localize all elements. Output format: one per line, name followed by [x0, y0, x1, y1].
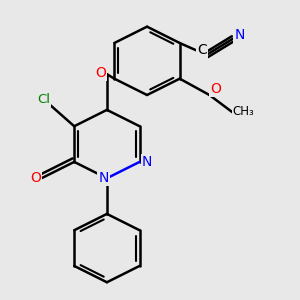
Text: O: O	[210, 82, 221, 96]
Text: N: N	[98, 171, 109, 185]
Text: Cl: Cl	[37, 93, 50, 106]
Text: N: N	[235, 28, 245, 42]
Text: CH₃: CH₃	[233, 105, 254, 118]
Text: O: O	[30, 171, 41, 185]
Text: O: O	[95, 66, 106, 80]
Text: N: N	[142, 155, 152, 169]
Text: C: C	[197, 44, 207, 57]
